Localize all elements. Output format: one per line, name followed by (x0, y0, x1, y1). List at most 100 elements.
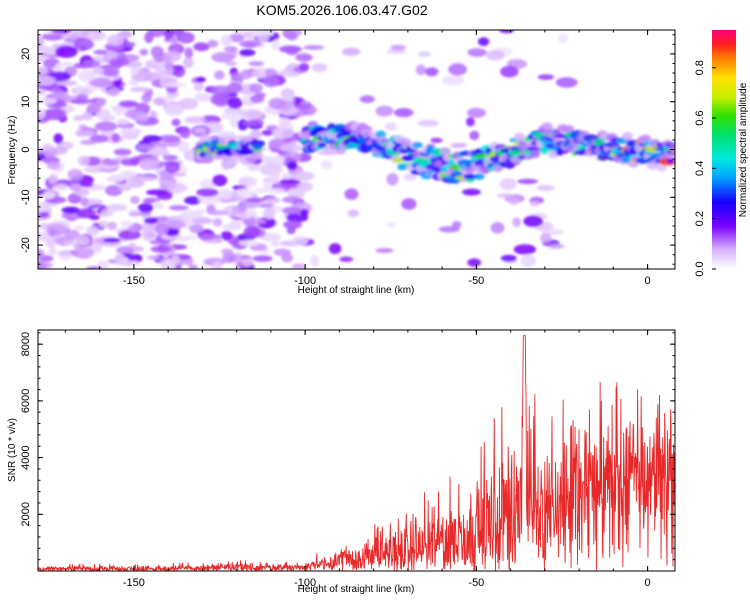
heatmap-cell-613 (286, 226, 296, 235)
heatmap-cell-649 (137, 203, 154, 213)
heatmap-cell-443 (248, 61, 265, 67)
heatmap-cell-570 (76, 93, 89, 100)
heatmap-cell-653 (386, 173, 399, 186)
heatmap-cell-691 (490, 222, 505, 234)
heatmap-cell-568 (500, 65, 519, 78)
heatmap-cell-250 (403, 173, 417, 181)
heatmap-cell-567 (214, 70, 225, 80)
spectrogram-ytick-label: 10 (20, 96, 32, 108)
heatmap-cell-594 (195, 76, 206, 83)
heatmap-cell-687 (243, 225, 261, 238)
heatmap-cell-22 (328, 243, 342, 255)
heatmap-cell-130 (261, 129, 275, 136)
heatmap-cell-686 (231, 204, 248, 214)
heatmap-cell-592 (154, 223, 169, 236)
heatmap-cell-459 (207, 39, 219, 48)
snr-ytick-label: 4000 (20, 445, 32, 469)
heatmap-cell-64 (386, 48, 406, 54)
heatmap-cell-678 (135, 112, 149, 123)
heatmap-cell-434 (145, 159, 161, 165)
heatmap-cell-244 (211, 52, 234, 63)
heatmap-cell-186 (113, 148, 132, 156)
heatmap-cell-387 (139, 48, 149, 56)
heatmap-cell-554 (38, 75, 56, 86)
heatmap-cell-699 (224, 46, 238, 53)
heatmap-cell-673 (136, 175, 159, 182)
colorbar: 0.0 0.2 0.4 0.6 0.8 Normalized spectral ampl… (694, 30, 749, 277)
heatmap-cell-502 (243, 119, 264, 126)
heatmap-cell-683 (145, 232, 157, 238)
heatmap-cell-667 (540, 233, 552, 244)
heatmap-cell-690 (96, 97, 106, 107)
heatmap-cell-236 (184, 116, 207, 124)
heatmap-cell-258 (448, 63, 467, 76)
heatmap-cell-553 (47, 147, 68, 155)
heatmap-cell-480 (417, 51, 431, 57)
heatmap-cell-631 (176, 236, 189, 242)
heatmap-cell-1255 (655, 163, 667, 172)
heatmap-cell-632 (48, 108, 67, 120)
snr-panel: -150 -100 -50 0 2000 4000 6000 8000 Height of s… (7, 329, 676, 595)
heatmap-cell-576 (265, 197, 282, 204)
heatmap-cell-614 (108, 58, 130, 67)
heatmap-cell-451 (211, 85, 231, 97)
heatmap-cell-532 (303, 45, 325, 50)
heatmap-cell-786 (251, 143, 264, 150)
heatmap-cell-385 (193, 42, 210, 52)
colorbar-tick-label: 0.8 (694, 60, 706, 75)
heatmap-cell-700 (241, 257, 254, 267)
heatmap-cell-1071 (514, 132, 525, 142)
heatmap-cell-787 (252, 151, 263, 160)
heatmap-cell-655 (93, 49, 108, 55)
heatmap-cell-539 (153, 97, 166, 106)
heatmap-cell-504 (38, 36, 45, 47)
heatmap-cell-514 (227, 97, 243, 109)
heatmap-cell-314 (450, 143, 468, 148)
heatmap-cell-565 (347, 209, 360, 218)
heatmap-cell-307 (239, 40, 261, 48)
heatmap-cell-625 (236, 187, 255, 199)
spectrogram-xtick-label: -50 (468, 275, 484, 287)
heatmap-cell-156 (536, 184, 555, 192)
heatmap-cell-240 (79, 197, 89, 207)
heatmap-cell-31 (415, 64, 426, 76)
heatmap-cell-168 (184, 196, 202, 205)
heatmap-cell-400 (478, 37, 490, 46)
heatmap-cell-681 (500, 254, 517, 262)
heatmap-cell-484 (179, 210, 203, 220)
heatmap-cell-448 (107, 87, 121, 97)
heatmap-cell-501 (74, 85, 85, 93)
heatmap-cell-145 (512, 217, 521, 228)
heatmap-cell-389 (282, 93, 294, 103)
heatmap-cell-55 (184, 47, 194, 59)
heatmap-cell-210 (153, 202, 164, 210)
heatmap-cell-676 (77, 155, 90, 166)
heatmap-cell-369 (271, 240, 280, 248)
heatmap-cell-409 (144, 217, 158, 225)
heatmap-cell-490 (48, 247, 57, 256)
heatmap-cell-499 (222, 252, 236, 264)
snr-xtick-label: -150 (123, 577, 145, 589)
heatmap-cell-664 (107, 34, 125, 46)
heatmap-cell-814 (317, 142, 327, 148)
heatmap-cell-621 (238, 239, 261, 247)
heatmap-cell-438 (191, 217, 213, 225)
heatmap-cell-91 (177, 141, 190, 153)
heatmap-cell-503 (258, 203, 275, 208)
heatmap-cell-181 (462, 188, 481, 196)
heatmap-cell-122 (375, 248, 394, 253)
heatmap-cell-643 (142, 198, 155, 204)
heatmap-cell-19 (344, 188, 359, 200)
heatmap-cell-626 (271, 127, 295, 139)
heatmap-cell-481 (508, 198, 520, 205)
heatmap-cell-634 (42, 191, 56, 200)
heatmap-cell-356 (342, 47, 361, 56)
heatmap-cell-259 (295, 53, 313, 62)
heatmap-cell-375 (74, 225, 85, 231)
heatmap-cell-582 (193, 81, 204, 92)
heatmap-cell-656 (250, 94, 265, 104)
snr-axis-ticks: -150 -100 -50 0 2000 4000 6000 8000 (20, 330, 675, 589)
heatmap-cell-227 (38, 249, 45, 260)
heatmap-cell-27 (252, 255, 273, 262)
